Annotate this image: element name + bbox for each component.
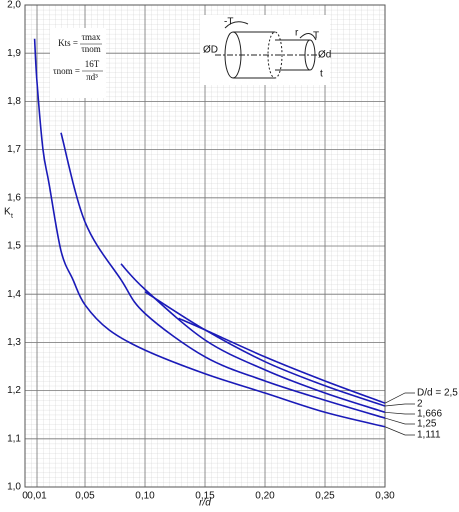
curve	[60, 132, 386, 419]
x-tick-label: 0,15	[195, 491, 215, 502]
plot-frame	[24, 4, 386, 488]
formula-box: Kts = τmax τnom τnom = 16T πd³	[50, 28, 106, 98]
legend-label: 1,666	[417, 409, 442, 420]
x-tick-label: 0,10	[135, 491, 155, 502]
leader-line	[384, 392, 415, 404]
leader-line	[384, 417, 415, 425]
y-tick-label: 1,3	[7, 337, 21, 348]
y-axis-label-sub: t	[11, 213, 13, 220]
x-tick-label: 0,30	[375, 491, 395, 502]
x-axis-label: r/d	[199, 498, 211, 509]
y-tick-label: 1,1	[7, 433, 21, 444]
y-tick-label: 1,0	[7, 482, 21, 493]
x-tick-label: 0,05	[75, 491, 95, 502]
x-tick-label: 0,20	[255, 491, 275, 502]
y-tick-label: 1,5	[7, 241, 21, 252]
y-tick-label: 1,4	[7, 289, 21, 300]
legend-label: 2	[417, 399, 423, 410]
leader-line	[384, 411, 415, 415]
x-tick-label: 0	[22, 491, 28, 502]
legend-label: D/d = 2,5	[417, 388, 458, 399]
leader-line	[384, 426, 415, 436]
formula-den: πd³	[86, 72, 98, 82]
curve	[178, 317, 386, 404]
diagram-label: T	[313, 31, 319, 42]
x-tick-label: 0,25	[315, 491, 335, 502]
leader-line	[384, 403, 415, 407]
formula-num: τmax	[81, 32, 101, 42]
formula-den: τnom	[81, 44, 101, 54]
formula-num: 16T	[85, 59, 100, 69]
curve	[120, 263, 386, 414]
y-tick-label: 1,6	[7, 192, 21, 203]
y-tick-label: 1,9	[7, 48, 21, 59]
diagram-label: ØD	[203, 45, 218, 56]
y-tick-label: 1,7	[7, 144, 21, 155]
y-tick-label: 1,2	[7, 385, 21, 396]
formula-lhs: τnom =	[53, 66, 80, 76]
diagram-label: r	[295, 28, 299, 39]
diagram-label: Ød	[318, 50, 331, 61]
shaft-diagram: -T r T ØD Ød t	[200, 15, 331, 85]
legend-label: 1,111	[417, 430, 441, 441]
y-tick-label: 1,8	[7, 96, 21, 107]
y-axis-label: K	[4, 207, 11, 218]
diagram-label: t	[320, 69, 323, 80]
legend-label: 1,25	[417, 419, 437, 430]
y-tick-label: 2,0	[7, 0, 21, 11]
curve	[144, 291, 386, 407]
formula-lhs: Kts =	[58, 38, 78, 48]
curve	[33, 38, 386, 428]
x-tick-label: 0,01	[27, 491, 47, 502]
diagram-label: -T	[224, 17, 233, 28]
